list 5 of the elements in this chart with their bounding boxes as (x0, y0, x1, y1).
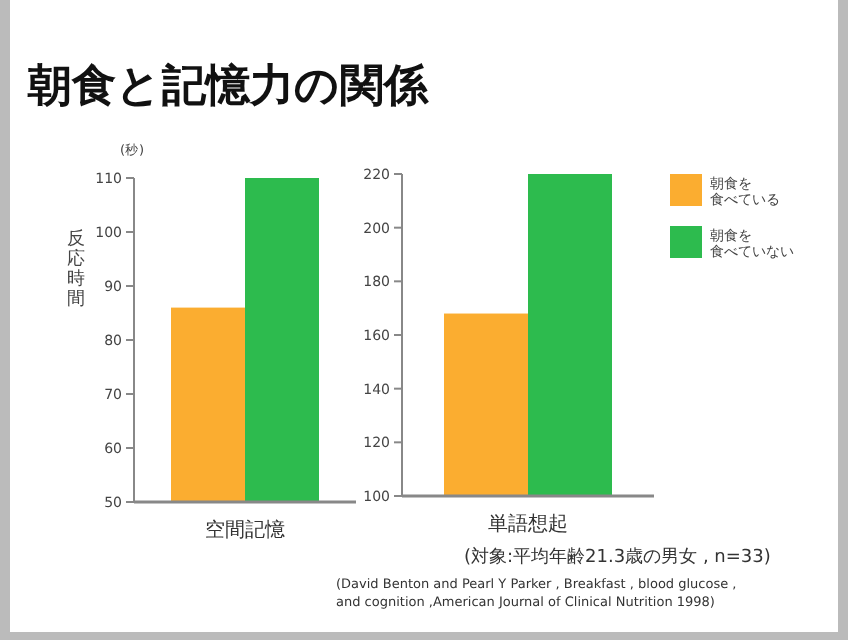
chart-title: 朝食と記憶力の関係 (26, 62, 430, 112)
text: (対象:平均年齢21.3歳の男女 , n=33) (464, 546, 771, 568)
x-tick-label: 空間記憶 (205, 518, 285, 542)
x-tick-label: 単語想起 (488, 512, 568, 536)
y-axis-title: 反応時間 (67, 228, 85, 310)
